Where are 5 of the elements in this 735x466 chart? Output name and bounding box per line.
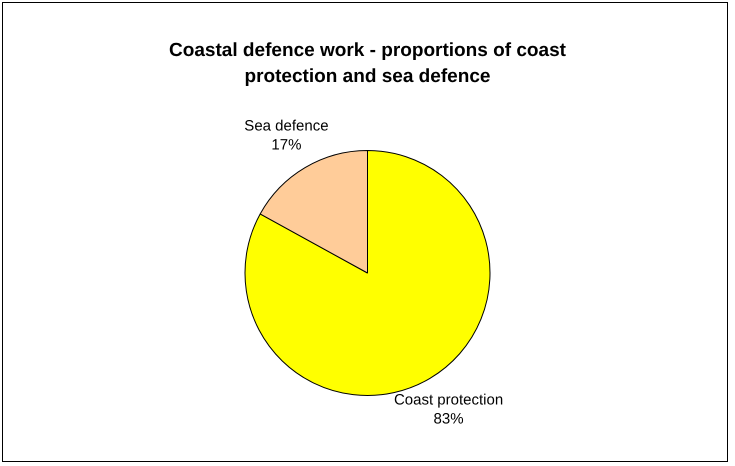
slice-label: Coast protection [394,392,504,409]
data-label: 17% [271,136,302,154]
slice-label: Sea defence [244,118,329,135]
data-label: 83% [434,410,464,428]
chart-title: Coastal defence work - proportions of coast protection and sea defence [168,39,567,89]
